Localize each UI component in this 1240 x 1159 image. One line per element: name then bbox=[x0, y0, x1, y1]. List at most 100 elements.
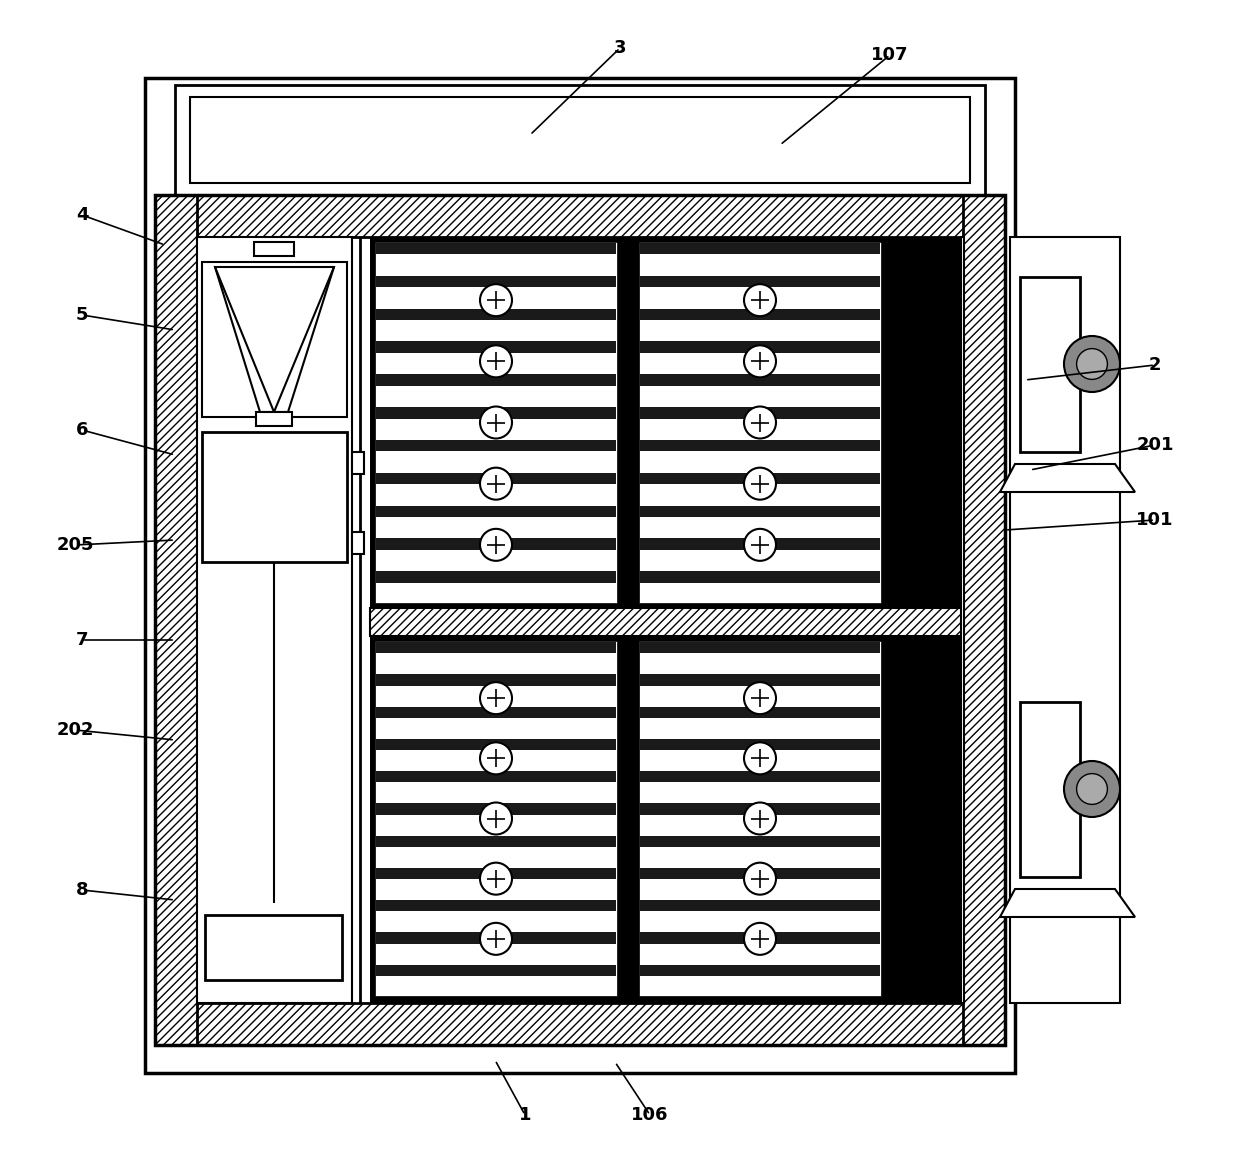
Bar bbox=[197, 236, 352, 1003]
Bar bbox=[640, 868, 880, 880]
Text: 106: 106 bbox=[631, 1106, 668, 1124]
Bar bbox=[374, 641, 618, 996]
Bar bbox=[376, 276, 616, 287]
Bar bbox=[961, 236, 963, 1003]
Bar bbox=[639, 641, 880, 996]
Bar bbox=[155, 195, 1004, 1045]
Circle shape bbox=[744, 345, 776, 378]
Bar bbox=[640, 642, 880, 654]
Circle shape bbox=[1064, 336, 1120, 392]
Polygon shape bbox=[155, 1003, 1004, 1045]
Bar bbox=[255, 411, 291, 427]
Bar bbox=[376, 964, 616, 976]
Bar bbox=[640, 707, 880, 717]
Bar bbox=[175, 85, 985, 195]
Circle shape bbox=[480, 468, 512, 500]
Bar bbox=[640, 901, 880, 911]
Circle shape bbox=[480, 529, 512, 561]
Circle shape bbox=[744, 742, 776, 774]
Text: 8: 8 bbox=[76, 881, 88, 899]
Bar bbox=[640, 342, 880, 353]
Text: 101: 101 bbox=[1136, 511, 1174, 529]
Bar bbox=[352, 452, 365, 474]
Bar bbox=[370, 236, 963, 608]
Bar bbox=[640, 836, 880, 847]
Circle shape bbox=[744, 529, 776, 561]
Circle shape bbox=[480, 345, 512, 378]
Bar bbox=[376, 571, 616, 583]
Text: 1: 1 bbox=[518, 1106, 531, 1124]
Text: 205: 205 bbox=[56, 535, 94, 554]
Circle shape bbox=[480, 284, 512, 316]
Bar bbox=[640, 505, 880, 517]
Bar bbox=[376, 707, 616, 717]
Polygon shape bbox=[999, 889, 1135, 917]
Polygon shape bbox=[155, 195, 1004, 236]
Bar bbox=[640, 803, 880, 815]
Polygon shape bbox=[215, 267, 334, 411]
Bar bbox=[254, 242, 294, 256]
Bar bbox=[640, 473, 880, 484]
Bar bbox=[376, 868, 616, 880]
Bar bbox=[1011, 236, 1120, 1003]
Circle shape bbox=[480, 923, 512, 955]
Polygon shape bbox=[155, 195, 197, 1045]
Bar bbox=[640, 964, 880, 976]
Text: 2: 2 bbox=[1148, 356, 1161, 374]
Bar bbox=[202, 432, 347, 562]
Bar bbox=[376, 642, 616, 654]
Bar bbox=[376, 539, 616, 549]
Text: 202: 202 bbox=[56, 721, 94, 739]
Bar bbox=[640, 374, 880, 386]
Bar bbox=[376, 473, 616, 484]
Circle shape bbox=[744, 284, 776, 316]
Bar bbox=[639, 242, 880, 603]
Bar bbox=[202, 262, 347, 417]
Circle shape bbox=[1076, 349, 1107, 379]
Bar bbox=[640, 771, 880, 782]
Bar bbox=[370, 636, 963, 1003]
Bar bbox=[190, 97, 970, 183]
Polygon shape bbox=[963, 195, 1004, 1045]
Bar bbox=[1021, 702, 1080, 877]
Circle shape bbox=[1076, 773, 1107, 804]
Bar bbox=[376, 771, 616, 782]
Bar bbox=[640, 675, 880, 686]
Circle shape bbox=[1064, 761, 1120, 817]
Bar bbox=[376, 342, 616, 353]
Bar bbox=[640, 276, 880, 287]
Text: 107: 107 bbox=[872, 46, 909, 64]
Text: 7: 7 bbox=[76, 630, 88, 649]
Circle shape bbox=[480, 742, 512, 774]
Bar bbox=[640, 308, 880, 320]
Bar bbox=[197, 236, 963, 1003]
Bar bbox=[376, 440, 616, 451]
Circle shape bbox=[744, 923, 776, 955]
Circle shape bbox=[744, 862, 776, 895]
Circle shape bbox=[480, 802, 512, 834]
Bar bbox=[376, 505, 616, 517]
Bar bbox=[376, 308, 616, 320]
Bar bbox=[145, 78, 1016, 1073]
Circle shape bbox=[480, 407, 512, 438]
Text: 3: 3 bbox=[614, 39, 626, 57]
Polygon shape bbox=[370, 608, 962, 636]
Bar bbox=[640, 440, 880, 451]
Circle shape bbox=[744, 683, 776, 714]
Text: 4: 4 bbox=[76, 206, 88, 224]
Circle shape bbox=[480, 683, 512, 714]
Circle shape bbox=[744, 407, 776, 438]
Circle shape bbox=[744, 468, 776, 500]
Bar bbox=[640, 539, 880, 549]
Bar bbox=[376, 933, 616, 943]
Bar bbox=[376, 243, 616, 255]
Text: 5: 5 bbox=[76, 306, 88, 325]
Bar bbox=[374, 242, 618, 603]
Bar bbox=[352, 532, 365, 554]
Bar bbox=[640, 571, 880, 583]
Bar bbox=[376, 407, 616, 418]
Text: 6: 6 bbox=[76, 421, 88, 439]
Bar bbox=[1021, 277, 1080, 452]
Bar bbox=[376, 675, 616, 686]
Bar bbox=[640, 933, 880, 943]
